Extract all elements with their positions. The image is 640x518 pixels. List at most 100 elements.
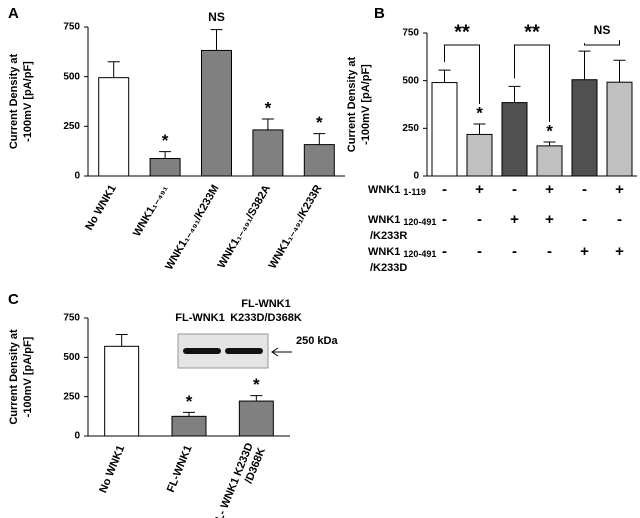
condition-subscript: 120-491 (403, 249, 436, 259)
bar (98, 77, 130, 177)
condition-sign: - (477, 243, 482, 260)
error-bar (313, 133, 326, 145)
significance-label: NS (208, 10, 225, 24)
x-tick-label: FL- WNK1 K233D/D368K (211, 441, 268, 518)
x-tick-label-line: FL-WNK1 (165, 444, 195, 494)
x-tick-label: No WNK1 (83, 183, 118, 232)
significance-label: * (162, 131, 169, 150)
condition-sign: - (512, 243, 517, 260)
y-axis-label: Current Density at -100mV [pA/pF] (346, 56, 372, 152)
condition-suffix: /K233D (370, 262, 407, 274)
y-tick-label: 0 (74, 431, 80, 442)
significance-label: * (253, 375, 260, 394)
lane-label: FL-WNK1 (241, 298, 291, 310)
bar (536, 145, 563, 177)
error-bar (543, 141, 556, 146)
x-tick-label: FL-WNK1 (165, 444, 195, 494)
y-tick-label: 750 (63, 22, 80, 33)
comparison-bracket (514, 44, 550, 123)
condition-sign: + (615, 243, 624, 260)
condition-name: WNK1 (368, 246, 400, 258)
condition-name: WNK1 (368, 214, 400, 226)
error-bar (508, 85, 521, 103)
bar (571, 79, 598, 177)
x-tick-label: WNK1₁₋₄₉₁/K233R (267, 183, 325, 271)
condition-subscript: 1-119 (403, 187, 426, 197)
x-tick-label: No WNK1 (97, 444, 127, 495)
significance-label: * (316, 113, 323, 132)
bar (252, 129, 284, 177)
y-tick-label: 250 (402, 123, 419, 134)
x-tick-label-line: No WNK1 (97, 444, 127, 495)
error-bar (115, 334, 128, 347)
error-bar (578, 50, 591, 80)
condition-sign: - (547, 243, 552, 260)
condition-name: WNK1 (368, 184, 400, 196)
panel-label: A (8, 5, 19, 22)
condition-sign: + (545, 211, 554, 228)
bar (303, 144, 335, 177)
condition-sign: - (512, 181, 517, 198)
y-axis-label-line: Current Density at (8, 53, 20, 149)
condition-subscript: 120-491 (403, 217, 436, 227)
comparison-label: NS (594, 23, 611, 37)
blot-band (225, 348, 263, 354)
x-tick-label: WNK1₁₋₄₉₁/S382A (216, 183, 274, 271)
y-axis-label-line: -100mV [pA/pF] (360, 64, 372, 145)
y-tick-label: 500 (63, 71, 80, 82)
y-axis-label-line: -100mV [pA/pF] (22, 336, 34, 417)
error-bar (438, 69, 451, 83)
bar (606, 81, 633, 177)
condition-sign: + (475, 181, 484, 198)
condition-sign: - (442, 211, 447, 228)
y-tick-label: 0 (413, 171, 419, 182)
comparison-bracket (444, 44, 480, 104)
error-bar (261, 118, 274, 130)
condition-sign: - (582, 211, 587, 228)
condition-sign: + (545, 181, 554, 198)
error-bar (613, 59, 626, 83)
y-axis-label-line: -100mV [pA/pF] (22, 61, 34, 142)
marker-arrow (271, 347, 292, 357)
lane-label: FL-WNK1 (175, 312, 225, 324)
error-bar (183, 411, 195, 417)
significance-label: * (546, 122, 553, 141)
error-bar (473, 123, 486, 135)
y-axis-label-line: Current Density at (346, 56, 358, 152)
comparison-bracket (584, 40, 620, 46)
y-tick-label: 500 (402, 75, 419, 86)
x-tick-label: WNK1₁₋₄₉₁/K233M (163, 183, 221, 272)
error-bar (210, 29, 223, 51)
condition-sign: - (442, 243, 447, 260)
significance-label: * (265, 98, 272, 117)
error-bar (250, 395, 263, 402)
x-tick-label: WNK1₁₋₄₉₁ (131, 183, 170, 239)
condition-sign: + (580, 243, 589, 260)
condition-sign: - (582, 181, 587, 198)
bar (501, 102, 528, 177)
error-bar (107, 61, 120, 78)
condition-label: WNK1 120-491 (368, 246, 436, 259)
bar (149, 158, 181, 177)
panel-label: B (374, 5, 385, 22)
error-bar (159, 151, 172, 159)
panel-label: C (8, 291, 19, 308)
y-tick-label: 750 (402, 28, 419, 39)
y-tick-label: 500 (63, 352, 80, 363)
y-axis-label: Current Density at -100mV [pA/pF] (8, 53, 34, 149)
y-tick-label: 750 (63, 313, 80, 324)
blot-band (183, 348, 221, 354)
significance-label: * (476, 103, 483, 122)
y-axis-label-line: Current Density at (8, 329, 20, 425)
condition-suffix: /K233R (370, 230, 407, 242)
condition-sign: - (442, 181, 447, 198)
size-marker: 250 kDa (296, 335, 338, 347)
comparison-label: ** (524, 21, 540, 43)
lane-label: K233D/D368K (230, 312, 302, 324)
bar (431, 82, 458, 177)
bar (466, 133, 493, 177)
y-tick-label: 250 (63, 121, 80, 132)
condition-label: WNK1 1-119 (368, 184, 426, 197)
condition-label: WNK1 120-491 (368, 214, 436, 227)
